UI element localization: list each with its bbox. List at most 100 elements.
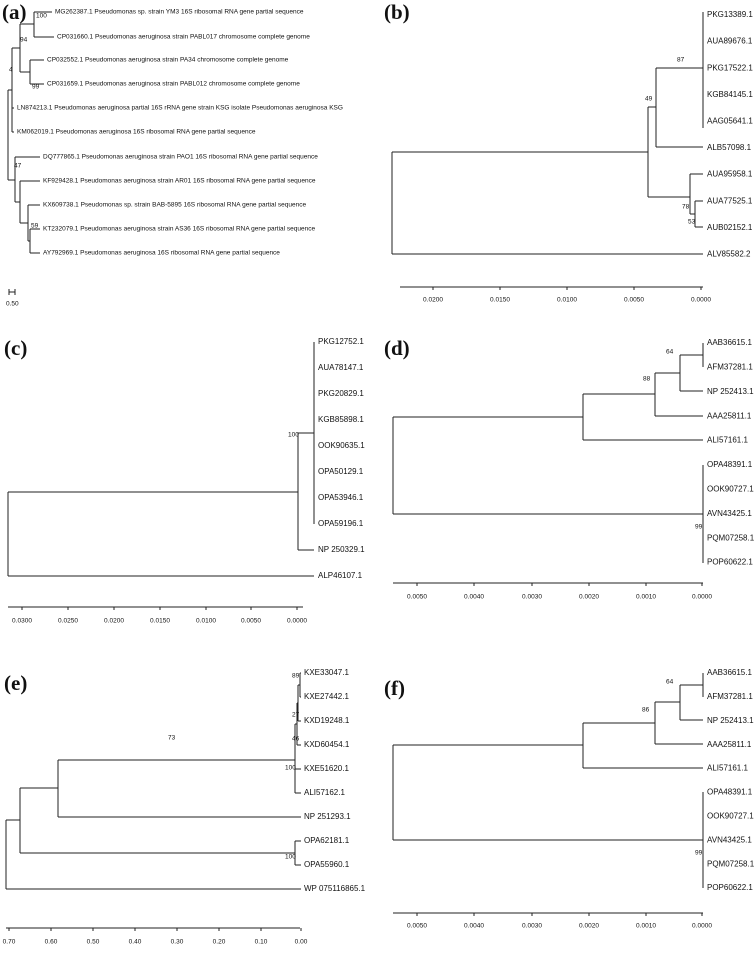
scale-label: 0.0040: [464, 923, 484, 930]
leaf-label: AAB36615.1: [707, 668, 752, 677]
leaf-label: WP 075116865.1: [304, 884, 366, 893]
leaf-label: ALV85582.2: [707, 250, 751, 259]
bootstrap-value: 27: [292, 712, 300, 719]
leaf-label: KGB85898.1: [318, 415, 364, 424]
leaf-label: KX609738.1 Pseudomonas sp. strain BAB-58…: [43, 202, 306, 209]
tree-branches: [5, 672, 301, 890]
scale-label: 0.0050: [241, 618, 261, 625]
leaf-label: OOK90727.1: [707, 812, 754, 821]
leaf-label: NP 251293.1: [304, 812, 351, 821]
leaf-label: ALI57162.1: [304, 788, 345, 797]
leaf-label: AAA25811.1: [707, 411, 752, 420]
leaf-label: NP 250329.1: [318, 545, 365, 554]
leaf-label: AFM37281.1: [707, 363, 753, 372]
leaf-label: PQM07258.1: [707, 533, 755, 542]
scale-label: 0.00: [295, 939, 308, 946]
scale-label: 0.0040: [464, 594, 484, 601]
leaf-label: OOK90727.1: [707, 485, 754, 494]
bootstrap-value: 99: [32, 84, 40, 91]
bootstrap-value: 86: [642, 707, 650, 714]
scale-label: 0.0100: [196, 618, 216, 625]
leaf-label: OPA50129.1: [318, 467, 364, 476]
scale-label: 0.30: [171, 939, 184, 946]
panel-label: (e): [4, 671, 27, 695]
leaf-label: KXE51620.1: [304, 764, 349, 773]
bootstrap-value: 59: [31, 223, 39, 230]
scale-label: 0.0200: [104, 618, 124, 625]
leaf-label: PKG13389.1: [707, 10, 753, 19]
leaf-label: CP031659.1 Pseudomonas aeruginosa strain…: [47, 81, 300, 88]
leaf-label: MG262387.1 Pseudomonas sp. strain YM3 16…: [55, 9, 304, 16]
scale-label: 0.0050: [407, 923, 427, 930]
leaf-label: OPA59196.1: [318, 519, 364, 528]
scale-label: 0.0000: [692, 594, 712, 601]
bootstrap-value: 89: [292, 673, 300, 680]
scale-label: 0.0030: [522, 594, 542, 601]
tree-branches: [7, 342, 315, 577]
leaf-label: AUA89676.1: [707, 37, 753, 46]
leaf-label: PKG12752.1: [318, 337, 364, 346]
bootstrap-value: 49: [645, 96, 653, 103]
bootstrap-value: 4: [9, 67, 13, 74]
leaf-label: KXD19248.1: [304, 716, 350, 725]
scale-label: 0.10: [255, 939, 268, 946]
leaf-label: NP 252413.1: [707, 387, 754, 396]
scale-label: 0.0010: [636, 594, 656, 601]
scale-label: 0.20: [213, 939, 226, 946]
leaf-label: PKG20829.1: [318, 389, 364, 398]
scale-label: 0.0250: [58, 618, 78, 625]
panel-label: (b): [384, 0, 410, 24]
bootstrap-value: 99: [695, 850, 703, 857]
leaf-label: AVN43425.1: [707, 509, 752, 518]
scale-label: 0.0200: [423, 297, 443, 304]
leaf-label: OOK90635.1: [318, 441, 365, 450]
bootstrap-value: 47: [14, 163, 22, 170]
leaf-label: DQ777865.1 Pseudomonas aeruginosa strain…: [43, 154, 318, 161]
bootstrap-value: 100: [285, 765, 296, 772]
scale-label: 0.0000: [692, 923, 712, 930]
leaf-label: PKG17522.1: [707, 63, 753, 72]
leaf-label: OPA62181.1: [304, 836, 350, 845]
bootstrap-value: 78: [682, 204, 690, 211]
scale-label: 0.0020: [579, 923, 599, 930]
leaf-label: LN874213.1 Pseudomonas aeruginosa partia…: [17, 105, 343, 112]
leaf-label: KM062019.1 Pseudomonas aeruginosa 16S ri…: [17, 129, 256, 136]
leaf-label: AY792969.1 Pseudomonas aeruginosa 16S ri…: [43, 250, 280, 257]
bootstrap-value: 94: [20, 37, 28, 44]
bootstrap-value: 100: [288, 432, 299, 439]
panel-label: (d): [384, 336, 410, 360]
leaf-label: OPA48391.1: [707, 788, 753, 797]
leaf-label: ALP46107.1: [318, 571, 363, 580]
scale-label: 0.50: [6, 301, 19, 308]
leaf-label: AUB02152.1: [707, 223, 753, 232]
leaf-label: AUA78147.1: [318, 363, 364, 372]
leaf-label: CP032552.1 Pseudomonas aeruginosa strain…: [47, 57, 289, 64]
scale-label: 0.0020: [579, 594, 599, 601]
leaf-label: OPA55960.1: [304, 860, 350, 869]
leaf-label: KGB84145.1: [707, 90, 753, 99]
scale-label: 0.0300: [12, 618, 32, 625]
leaf-label: KF929428.1 Pseudomonas aeruginosa strain…: [43, 178, 316, 185]
panel-label: (f): [384, 676, 405, 700]
leaf-label: POP60622.1: [707, 883, 753, 892]
scale-label: 0.0050: [407, 594, 427, 601]
leaf-label: AVN43425.1: [707, 835, 752, 844]
leaf-label: AUA95958.1: [707, 170, 753, 179]
scale-label: 0.0150: [150, 618, 170, 625]
leaf-label: KXE27442.1: [304, 692, 349, 701]
scale-label: 0.0150: [490, 297, 510, 304]
scale-label: 0.0030: [522, 923, 542, 930]
bootstrap-value: 87: [677, 57, 685, 64]
leaf-label: KXD60454.1: [304, 740, 350, 749]
tree-branches: [7, 11, 54, 295]
panel-label: (c): [4, 336, 27, 360]
leaf-label: CP031660.1 Pseudomonas aeruginosa strain…: [57, 34, 310, 41]
leaf-label: AAB36615.1: [707, 338, 752, 347]
leaf-label: PQM07258.1: [707, 859, 755, 868]
leaf-label: AAA25811.1: [707, 740, 752, 749]
leaf-label: NP 252413.1: [707, 716, 754, 725]
tree-branches: [392, 343, 704, 563]
leaf-label: OPA53946.1: [318, 493, 364, 502]
leaf-label: POP60622.1: [707, 558, 753, 567]
